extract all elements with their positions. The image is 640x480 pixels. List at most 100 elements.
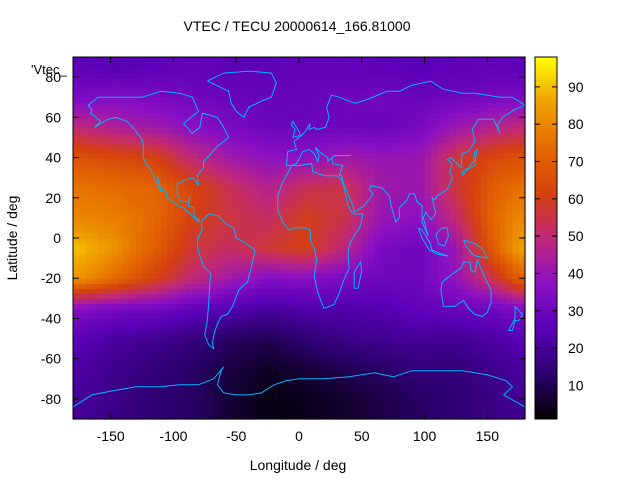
heat-cell [123,323,131,330]
heat-cell [116,197,124,204]
heat-cell [455,378,463,385]
heat-cell [286,308,294,315]
heat-cell [430,102,438,108]
heat-cell [91,308,99,315]
heat-cell [412,333,419,340]
heat-cell [493,383,501,390]
heat-cell [474,313,482,320]
heat-cell [110,157,118,164]
heat-cell [493,152,501,159]
heat-cell [85,147,93,154]
heat-cell [273,283,281,289]
heat-cell [135,353,143,360]
heat-cell [399,398,407,405]
heat-cell [292,363,300,370]
heat-cell [493,288,501,294]
heat-cell [324,343,331,350]
heat-cell [223,152,231,159]
heat-cell [399,232,407,239]
heat-cell [330,328,338,335]
heat-cell [374,147,382,154]
heat-cell [330,248,338,254]
heat-cell [236,122,244,128]
heat-cell [405,107,413,113]
heat-cell [229,323,237,330]
heat-cell [443,207,451,214]
heat-cell [430,122,438,128]
heat-cell [217,348,225,355]
heat-cell [355,147,363,154]
heat-cell [330,363,338,370]
heat-cell [167,142,175,149]
heat-cell [204,122,212,128]
heat-cell [85,107,93,113]
heat-cell [79,112,87,118]
heat-cell [336,338,344,345]
heat-cell [211,238,218,244]
heat-cell [481,187,488,194]
heat-cell [355,263,363,269]
heat-cell [399,393,407,400]
heat-cell [192,227,200,234]
heat-cell [242,363,250,370]
heat-cell [248,373,256,380]
heat-cell [330,348,338,355]
heat-cell [261,283,269,289]
heat-cell [154,288,162,294]
heat-cell [280,167,288,174]
heat-cell [167,192,175,199]
heat-cell [481,243,488,249]
heat-cell [148,368,156,375]
heat-cell [192,172,200,179]
heat-cell [386,413,394,420]
heat-cell [204,343,212,350]
heat-cell [418,348,426,355]
heat-cell [248,102,256,108]
heat-cell [518,232,526,239]
heat-cell [167,187,175,194]
heat-cell [374,212,382,219]
heat-cell [104,353,112,360]
heat-cell [204,227,212,234]
heat-cell [129,77,137,83]
heat-cell [386,378,394,385]
heat-cell [405,403,413,410]
chart-title: VTEC / TECU 20000614_166.81000 [183,18,410,34]
heat-cell [386,343,394,350]
heat-cell [393,268,401,274]
heat-cell [336,403,344,410]
heat-cell [110,283,118,289]
heat-cell [211,338,218,345]
heat-cell [280,202,288,209]
heat-cell [217,202,225,209]
heat-cell [255,117,262,123]
heat-cell [518,313,526,320]
heat-cell [267,197,275,204]
heat-cell [142,398,149,405]
heat-cell [198,338,206,345]
heat-cell [487,378,495,385]
heat-cell [361,348,369,355]
heat-cell [160,147,168,154]
heat-cell [242,268,250,274]
heat-cell [129,263,137,269]
heat-cell [179,368,187,375]
heat-cell [405,238,413,244]
heat-cell [506,283,514,289]
heat-cell [330,353,338,360]
heat-cell [217,253,225,259]
heat-cell [299,353,306,360]
heat-cell [229,67,237,73]
heat-cell [286,413,294,420]
heat-cell [317,283,325,289]
heat-cell [305,172,313,179]
heat-cell [104,192,112,199]
heat-cell [430,273,438,279]
heat-cell [242,157,250,164]
heat-cell [468,368,476,375]
heat-cell [129,258,137,264]
heat-cell [324,408,331,415]
heat-cell [393,197,401,204]
heat-cell [317,102,325,108]
heat-cell [418,323,426,330]
